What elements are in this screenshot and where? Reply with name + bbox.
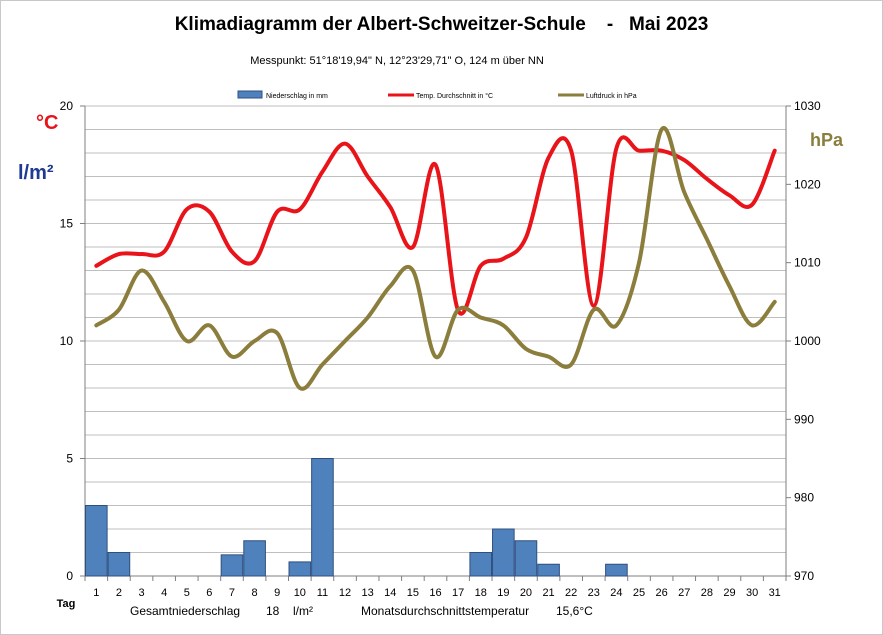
chart-title: Klimadiagramm der Albert-Schweitzer-Schu… <box>174 14 709 35</box>
x-tick-label: 27 <box>678 587 690 599</box>
x-tick-label: 4 <box>161 587 167 599</box>
precip-bar <box>85 505 108 577</box>
right-tick-label: 970 <box>794 569 814 583</box>
x-tick-label: 30 <box>746 587 758 599</box>
x-tick-label: 22 <box>565 587 577 599</box>
pressure-line <box>94 125 777 391</box>
x-tick-label: 28 <box>701 587 713 599</box>
right-tick-label: 1030 <box>794 99 821 113</box>
right-tick-label: 1000 <box>794 334 821 348</box>
x-tick-label: 16 <box>429 587 441 599</box>
celsius-axis-label: °C <box>36 112 59 134</box>
precip-bar <box>311 458 334 577</box>
precip-bar <box>288 561 312 577</box>
temperature-line <box>94 135 777 316</box>
hpa-axis-label: hPa <box>810 130 844 150</box>
x-tick-label: 1 <box>93 587 99 599</box>
x-tick-label: 12 <box>339 587 351 599</box>
precip-bar <box>243 540 266 577</box>
x-tick-label: 18 <box>475 587 487 599</box>
x-tick-label: 21 <box>542 587 554 599</box>
precip-bar <box>605 563 628 577</box>
chart-subtitle: Messpunkt: 51°18'19,94" N, 12°23'29,71" … <box>250 55 544 67</box>
total-precip-label: Gesamtniederschlag <box>130 604 241 618</box>
x-tick-label: 29 <box>723 587 735 599</box>
legend-label: Temp. Durchschnitt in °C <box>416 92 493 100</box>
x-tick-label: 15 <box>407 587 419 599</box>
x-tick-label: 31 <box>769 587 781 599</box>
legend-label: Luftdruck in hPa <box>586 93 637 100</box>
avg-temp-label: Monatsdurchschnittstemperatur <box>361 604 530 618</box>
precip-bar <box>220 554 244 577</box>
left-tick-label: 10 <box>60 334 74 348</box>
total-precip-value: 18 <box>266 604 280 618</box>
x-tick-label: 14 <box>384 587 396 599</box>
precip-bar <box>469 552 493 577</box>
x-tick-label: 23 <box>588 587 600 599</box>
precip-bar <box>514 540 538 577</box>
x-tick-label: 24 <box>610 587 622 599</box>
right-tick-label: 980 <box>794 491 814 505</box>
legend-swatch-precip <box>237 90 263 99</box>
right-tick-label: 1010 <box>794 256 821 270</box>
x-tick-label: 5 <box>184 587 190 599</box>
x-tick-label: 6 <box>206 587 212 599</box>
left-tick-label: 5 <box>66 452 73 466</box>
x-tick-label: 9 <box>274 587 280 599</box>
x-tick-label: 7 <box>229 587 235 599</box>
x-tick-label: 10 <box>294 587 306 599</box>
left-tick-label: 15 <box>60 217 74 231</box>
x-tick-label: 17 <box>452 587 464 599</box>
left-tick-label: 20 <box>60 99 74 113</box>
x-tick-label: 26 <box>656 587 668 599</box>
right-tick-label: 1020 <box>794 177 821 191</box>
x-axis-label: Tag <box>57 598 76 610</box>
x-tick-label: 8 <box>252 587 258 599</box>
avg-temp-value: 15,6°C <box>556 604 593 618</box>
x-tick-label: 25 <box>633 587 645 599</box>
precip-bar <box>537 563 560 577</box>
left-tick-label: 0 <box>66 569 73 583</box>
legend-label: Niederschlag in mm <box>266 93 328 100</box>
x-tick-label: 20 <box>520 587 532 599</box>
x-tick-label: 2 <box>116 587 122 599</box>
x-tick-label: 19 <box>497 587 509 599</box>
total-precip-unit: l/m² <box>293 604 313 618</box>
x-tick-label: 3 <box>138 587 144 599</box>
right-tick-label: 990 <box>794 412 814 426</box>
x-tick-label: 11 <box>317 587 328 599</box>
x-tick-label: 13 <box>362 587 374 599</box>
precip-bar <box>107 552 131 577</box>
precipitation-axis-label: l/m² <box>18 162 54 184</box>
precip-bar <box>492 528 515 577</box>
